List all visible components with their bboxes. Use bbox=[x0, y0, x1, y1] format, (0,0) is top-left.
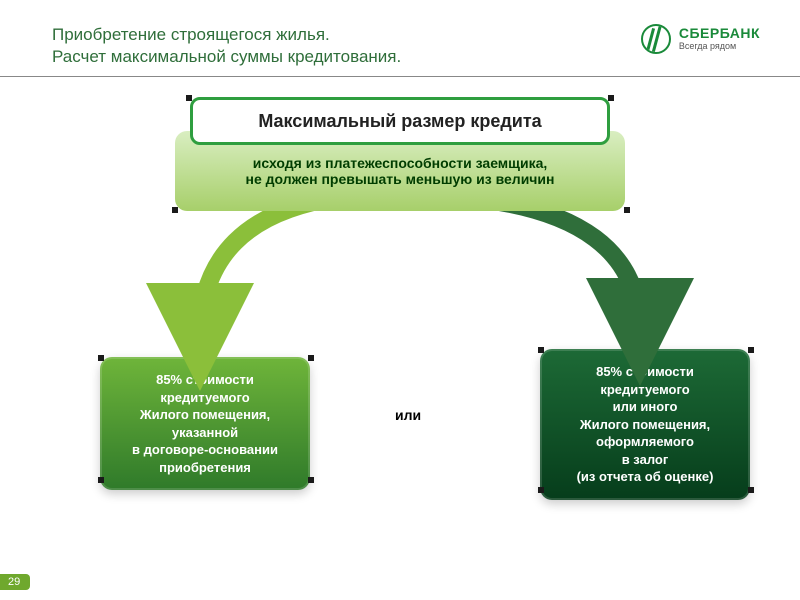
top-box: Максимальный размер кредита bbox=[190, 97, 610, 145]
sub-box-line-2: не должен превышать меньшую из величин bbox=[175, 171, 625, 187]
header: Приобретение строящегося жилья. Расчет м… bbox=[0, 0, 800, 77]
logo: СБЕРБАНК Всегда рядом bbox=[641, 24, 760, 54]
logo-tagline: Всегда рядом bbox=[679, 42, 760, 52]
logo-text: СБЕРБАНК Всегда рядом bbox=[679, 26, 760, 51]
arrow-left bbox=[200, 197, 340, 337]
slide-number: 29 bbox=[0, 574, 30, 590]
sberbank-logo-icon bbox=[641, 24, 671, 54]
title-line-2: Расчет максимальной суммы кредитования. bbox=[52, 46, 401, 68]
sub-box-line-1: исходя из платежеспособности заемщика, bbox=[175, 155, 625, 171]
title-line-1: Приобретение строящегося жилья. bbox=[52, 24, 401, 46]
top-box-label: Максимальный размер кредита bbox=[258, 111, 541, 132]
title-block: Приобретение строящегося жилья. Расчет м… bbox=[52, 24, 401, 68]
diagram: исходя из платежеспособности заемщика, н… bbox=[0, 77, 800, 557]
logo-name: СБЕРБАНК bbox=[679, 26, 760, 41]
arrow-right bbox=[460, 197, 640, 332]
